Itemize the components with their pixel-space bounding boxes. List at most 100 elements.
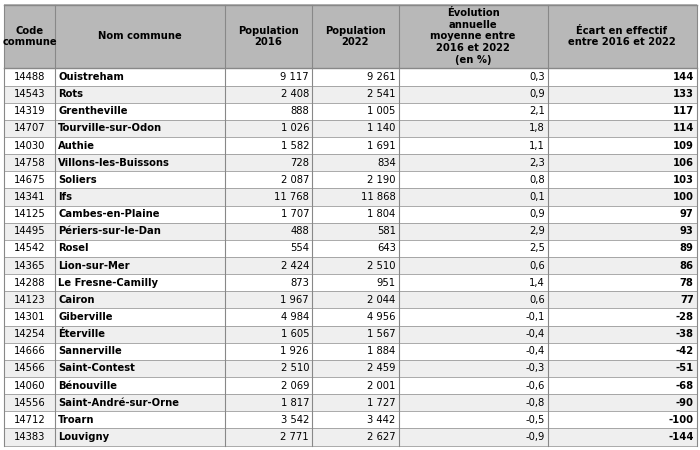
Bar [4,206,55,223]
Text: 2 541: 2 541 [368,89,395,99]
Bar [312,103,398,120]
Text: Troarn: Troarn [58,415,94,425]
Bar [312,325,398,342]
Text: -0,8: -0,8 [526,398,545,408]
Bar [547,291,696,308]
Text: -42: -42 [676,346,694,356]
Text: 144: 144 [672,72,694,82]
Text: Population
2022: Population 2022 [325,26,386,47]
Text: 1 967: 1 967 [281,295,309,305]
Text: 106: 106 [673,158,694,168]
Text: 109: 109 [673,140,694,151]
Text: -0,3: -0,3 [526,364,545,374]
Bar [547,86,696,103]
Text: 14712: 14712 [13,415,46,425]
Bar [547,137,696,154]
Text: 0,9: 0,9 [529,89,545,99]
Bar [4,68,55,86]
Bar [547,257,696,274]
Text: 14566: 14566 [13,364,46,374]
Text: 1,4: 1,4 [529,278,545,288]
Text: Éterville: Éterville [58,329,105,339]
Text: -0,4: -0,4 [526,329,545,339]
Bar [398,223,547,240]
Bar [4,411,55,428]
Text: 14301: 14301 [14,312,46,322]
Bar [547,68,696,86]
Text: Nom commune: Nom commune [99,32,182,41]
Bar [225,274,312,291]
Bar [4,120,55,137]
Bar [225,120,312,137]
Text: 9 117: 9 117 [281,72,309,82]
Bar [312,411,398,428]
Text: Soliers: Soliers [58,175,97,185]
Text: Authie: Authie [58,140,95,151]
Bar [312,308,398,325]
Text: Louvigny: Louvigny [58,432,109,442]
Bar [547,308,696,325]
Bar [398,4,547,68]
Text: 97: 97 [680,209,694,219]
Text: -38: -38 [676,329,694,339]
Text: 1 884: 1 884 [368,346,395,356]
Bar [4,223,55,240]
Bar [225,377,312,394]
Bar [225,189,312,206]
Bar [398,189,547,206]
Bar [4,325,55,342]
Bar [225,394,312,411]
Text: 14341: 14341 [14,192,46,202]
Text: -28: -28 [676,312,694,322]
Bar [547,171,696,189]
Bar [225,206,312,223]
Text: Lion-sur-Mer: Lion-sur-Mer [58,261,130,270]
Text: -0,9: -0,9 [525,432,545,442]
Text: 2 069: 2 069 [281,381,309,391]
Text: Ifs: Ifs [58,192,72,202]
Text: -0,5: -0,5 [525,415,545,425]
Text: 89: 89 [680,243,694,253]
Text: Ouistreham: Ouistreham [58,72,124,82]
Bar [55,86,225,103]
Bar [312,291,398,308]
Text: 1 691: 1 691 [367,140,395,151]
Text: Population
2016: Population 2016 [238,26,299,47]
Bar [398,120,547,137]
Bar [312,342,398,360]
Bar [55,274,225,291]
Bar [225,223,312,240]
Text: -0,6: -0,6 [525,381,545,391]
Bar [4,240,55,257]
Bar [4,154,55,171]
Text: 2 771: 2 771 [281,432,309,442]
Bar [547,206,696,223]
Text: 1 582: 1 582 [281,140,309,151]
Bar [4,360,55,377]
Text: 1 804: 1 804 [368,209,395,219]
Text: 4 956: 4 956 [368,312,395,322]
Bar [547,274,696,291]
Bar [312,257,398,274]
Text: Tourville-sur-Odon: Tourville-sur-Odon [58,123,162,134]
Bar [55,257,225,274]
Text: 2 190: 2 190 [368,175,395,185]
Text: 114: 114 [672,123,694,134]
Text: 3 542: 3 542 [281,415,309,425]
Bar [312,360,398,377]
Bar [312,154,398,171]
Bar [312,189,398,206]
Bar [312,86,398,103]
Text: 14319: 14319 [14,106,46,116]
Text: 11 868: 11 868 [361,192,395,202]
Bar [547,377,696,394]
Bar [398,360,547,377]
Text: Cambes-en-Plaine: Cambes-en-Plaine [58,209,160,219]
Bar [55,223,225,240]
Bar [55,137,225,154]
Text: -100: -100 [668,415,694,425]
Text: 14758: 14758 [14,158,46,168]
Bar [225,360,312,377]
Text: 2 627: 2 627 [367,432,395,442]
Bar [398,257,547,274]
